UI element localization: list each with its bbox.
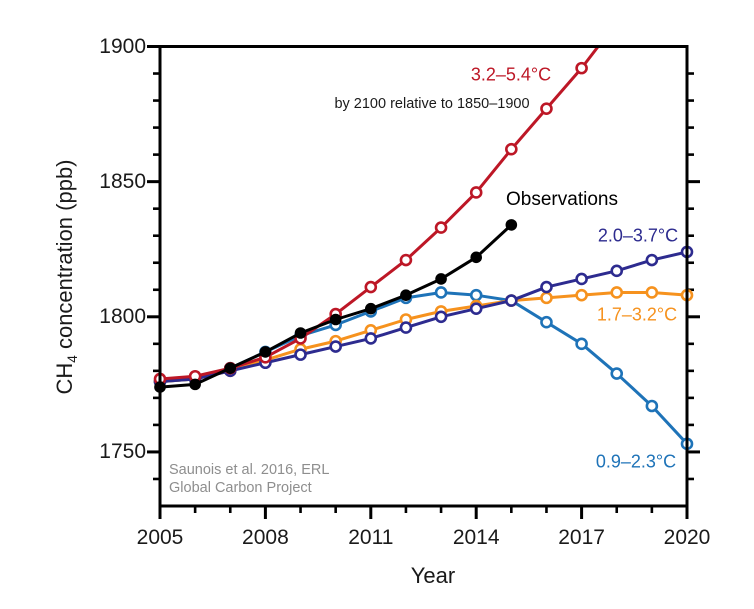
data-point-marker — [259, 346, 272, 358]
data-point-marker — [400, 289, 412, 301]
data-point-marker — [364, 332, 378, 345]
plot-frame — [158, 45, 689, 508]
y-tick-label: 1800 — [99, 304, 146, 328]
y-tick-label: 1900 — [99, 34, 146, 58]
annotation-subtitle: by 2100 relative to 1850–1900 — [334, 96, 530, 112]
data-point-marker — [365, 302, 377, 315]
x-tick-label: 2005 — [136, 526, 184, 549]
series-line — [159, 223, 513, 389]
data-point-marker — [505, 219, 518, 231]
data-point-marker — [434, 286, 448, 299]
x-axis-title: Year — [410, 563, 456, 588]
data-point-marker — [224, 362, 237, 374]
data-point-marker — [470, 251, 483, 264]
attribution: Saunois et al. 2016, ERL Global Carbon P… — [169, 462, 329, 497]
data-point-marker — [364, 280, 378, 294]
attribution-line-2: Global Carbon Project — [169, 479, 312, 496]
data-point-marker — [399, 321, 413, 334]
x-tick-label: 2020 — [663, 526, 711, 549]
data-point-marker — [575, 337, 588, 351]
data-point-marker — [469, 186, 483, 199]
x-tick-label: 2011 — [348, 526, 394, 549]
annotation-observations: Observations — [506, 189, 618, 210]
annotation-scenario-mid: 1.7–3.2°C — [596, 304, 678, 325]
data-point-marker — [469, 302, 483, 315]
series-observations — [154, 219, 518, 393]
data-point-marker — [189, 378, 201, 391]
data-point-marker — [434, 221, 448, 234]
data-point-marker — [610, 367, 624, 380]
y-axis-title: CH4 concentration (ppb) — [52, 159, 80, 394]
data-point-marker — [469, 288, 483, 302]
data-point-marker — [612, 17, 622, 27]
data-point-marker — [645, 286, 659, 299]
data-point-marker — [329, 313, 342, 326]
y-tick-label: 1850 — [99, 169, 146, 193]
annotation-scenario-mid-high: 2.0–3.7°C — [597, 225, 679, 246]
data-point-marker — [575, 272, 588, 286]
y-axis-title-subscript: 4 — [65, 355, 81, 363]
annotation-scenario-high: 3.2–5.4°C — [470, 64, 552, 85]
data-point-marker — [610, 264, 624, 278]
x-tick-label: 2017 — [558, 526, 605, 549]
data-point-marker — [645, 253, 659, 267]
data-point-marker — [294, 327, 307, 339]
y-tick-label: 1750 — [99, 439, 146, 463]
y-axis-title-suffix: concentration (ppb) — [51, 159, 77, 356]
data-point-marker — [399, 253, 413, 267]
data-point-marker — [505, 142, 518, 156]
data-point-marker — [575, 288, 588, 302]
data-point-marker — [505, 294, 518, 307]
data-point-marker — [540, 102, 553, 115]
data-point-marker — [435, 273, 447, 285]
data-point-marker — [575, 61, 588, 75]
data-point-marker — [540, 315, 553, 329]
data-point-marker — [540, 280, 553, 294]
data-point-marker — [610, 286, 624, 299]
data-point-marker — [645, 399, 659, 413]
y-axis-title-prefix: CH — [51, 362, 77, 395]
x-tick-label: 2014 — [452, 526, 500, 549]
annotation-scenario-low: 0.9–2.3°C — [595, 451, 677, 472]
data-point-marker — [329, 340, 342, 353]
series-line — [159, 250, 688, 384]
attribution-line-1: Saunois et al. 2016, ERL — [169, 462, 330, 478]
data-point-marker — [434, 310, 448, 324]
data-point-marker — [294, 348, 307, 361]
data-point-marker — [540, 291, 553, 305]
x-tick-label: 2008 — [242, 526, 289, 549]
